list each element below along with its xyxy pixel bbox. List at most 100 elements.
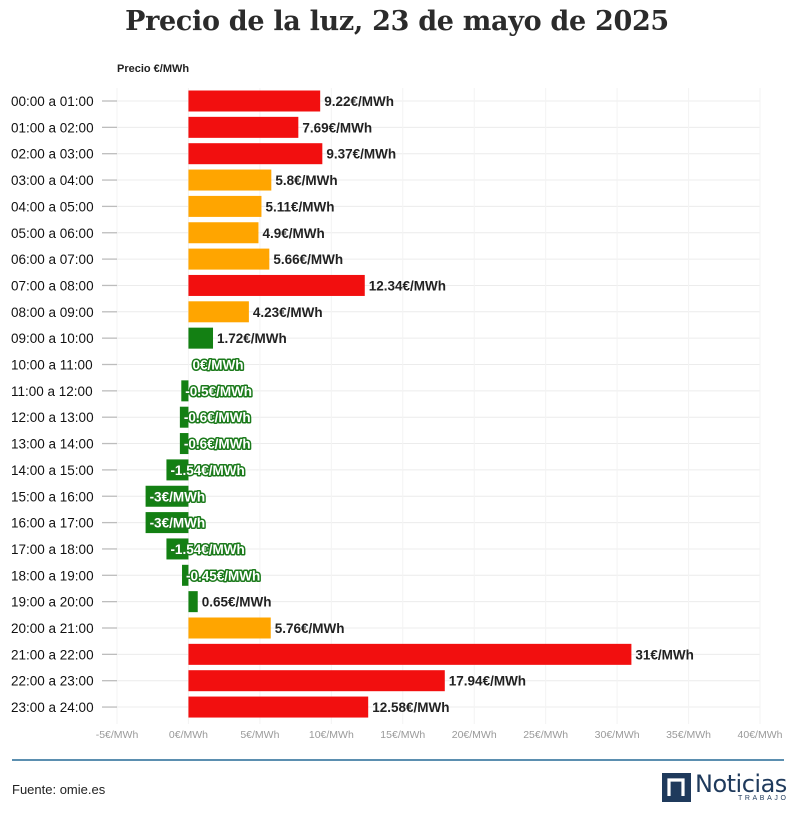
bar-rows: 00:00 a 01:00 9.22€/MWh 01:00 a 02:00 7.69€… — [11, 90, 694, 718]
bar-row: 10:00 a 11:00 0€/MWh — [11, 356, 245, 374]
bar-row: 00:00 a 01:00 9.22€/MWh — [11, 90, 394, 112]
bar-row: 13:00 a 14:00 -0.6€/MWh — [11, 433, 252, 455]
x-axis-ticks: -5€/MWh 0€/MWh 5€/MWh 10€/MWh 15€/MWh 20€/MWh… — [96, 729, 783, 741]
hour-label: 14:00 a 15:00 — [11, 463, 94, 478]
x-tick-label: 30€/MWh — [595, 729, 640, 741]
bar-row: 18:00 a 19:00 -0.45€/MWh — [11, 564, 262, 586]
hour-label: 18:00 a 19:00 — [11, 568, 94, 583]
bar-value-label: 5.8€/MWh — [275, 173, 337, 188]
bar — [188, 248, 270, 270]
bar-value-label: -0.5€/MWh — [185, 384, 252, 399]
bar — [188, 90, 321, 112]
bar-row: 03:00 a 04:00 5.8€/MWh — [11, 169, 338, 191]
bar-value-label: 9.37€/MWh — [326, 147, 396, 162]
hour-label: 20:00 a 21:00 — [11, 621, 94, 636]
x-tick-label: 35€/MWh — [666, 729, 711, 741]
bar-row: 14:00 a 15:00 -1.54€/MWh — [11, 459, 246, 481]
bar-row: 05:00 a 06:00 4.9€/MWh — [11, 222, 325, 244]
bar — [188, 222, 259, 244]
x-tick-label: -5€/MWh — [96, 729, 139, 741]
hour-label: 02:00 a 03:00 — [11, 147, 94, 162]
bar — [188, 116, 299, 138]
hour-label: 08:00 a 09:00 — [11, 305, 94, 320]
hour-label: 04:00 a 05:00 — [11, 199, 94, 214]
x-tick-label: 0€/MWh — [169, 729, 208, 741]
bar-value-label: 4.23€/MWh — [253, 305, 323, 320]
bar-row: 04:00 a 05:00 5.11€/MWh — [11, 195, 334, 217]
hour-label: 03:00 a 04:00 — [11, 173, 94, 188]
bar-value-label: -3€/MWh — [150, 516, 206, 531]
footer-divider — [12, 759, 784, 761]
brand-mark-icon — [662, 773, 691, 802]
bar — [166, 459, 189, 481]
bar-row: 01:00 a 02:00 7.69€/MWh — [11, 116, 372, 138]
bar-value-label: 12.34€/MWh — [369, 278, 446, 293]
bar — [188, 143, 323, 165]
hour-label: 17:00 a 18:00 — [11, 542, 94, 557]
bar-row: 19:00 a 20:00 0.65€/MWh — [11, 591, 272, 613]
bar-row: 08:00 a 09:00 4.23€/MWh — [11, 301, 323, 323]
bar-value-label: -0.6€/MWh — [184, 410, 251, 425]
bar-value-label: 5.76€/MWh — [275, 621, 345, 636]
bar-value-label: 0.65€/MWh — [202, 595, 272, 610]
bar — [179, 406, 189, 428]
bar-value-label: 12.58€/MWh — [372, 700, 449, 715]
hour-label: 11:00 a 12:00 — [11, 384, 93, 399]
bar-row: 22:00 a 23:00 17.94€/MWh — [11, 670, 526, 692]
bar-row: 02:00 a 03:00 9.37€/MWh — [11, 143, 396, 165]
bar-value-label: 0€/MWh — [192, 358, 243, 373]
bar — [188, 643, 632, 665]
brand-subtitle: TRABAJO — [738, 795, 789, 802]
x-tick-label: 40€/MWh — [738, 729, 783, 741]
bar-row: 07:00 a 08:00 12.34€/MWh — [11, 274, 446, 296]
bar-row: 12:00 a 13:00 -0.6€/MWh — [11, 406, 252, 428]
bar — [188, 274, 365, 296]
hour-label: 12:00 a 13:00 — [11, 410, 94, 425]
bar — [182, 564, 189, 586]
bar-value-label: -0.45€/MWh — [186, 568, 260, 583]
bar — [166, 538, 189, 560]
x-tick-label: 5€/MWh — [240, 729, 279, 741]
bar-value-label: 5.11€/MWh — [265, 199, 334, 214]
bar — [181, 380, 189, 402]
bar-row: 21:00 a 22:00 31€/MWh — [11, 643, 694, 665]
hour-label: 21:00 a 22:00 — [11, 647, 94, 662]
bar — [188, 696, 369, 718]
bar — [179, 433, 189, 455]
bar-row: 06:00 a 07:00 5.66€/MWh — [11, 248, 343, 270]
chart-title: Precio de la luz, 23 de mayo de 2025 — [125, 6, 669, 37]
bar-value-label: -0.6€/MWh — [184, 437, 251, 452]
hour-label: 15:00 a 16:00 — [11, 489, 94, 504]
bar — [188, 195, 262, 217]
bar-value-label: 17.94€/MWh — [449, 674, 526, 689]
bar — [188, 169, 272, 191]
bar-value-label: 7.69€/MWh — [302, 120, 372, 135]
bar — [188, 591, 198, 613]
hour-label: 01:00 a 02:00 — [11, 120, 94, 135]
x-tick-label: 10€/MWh — [309, 729, 354, 741]
bar-row: 17:00 a 18:00 -1.54€/MWh — [11, 538, 246, 560]
bar — [188, 327, 214, 349]
x-tick-label: 15€/MWh — [380, 729, 425, 741]
hour-label: 22:00 a 23:00 — [11, 674, 94, 689]
bar-value-label: 5.66€/MWh — [273, 252, 343, 267]
bar-value-label: 1.72€/MWh — [217, 331, 287, 346]
bar — [145, 512, 189, 534]
y-axis-label: Precio €/MWh — [117, 63, 189, 75]
bar-chart: Precio €/MWh -5€/MWh 0€/MWh 5€/MWh 10€/MWh 1… — [11, 63, 783, 741]
brand-name: Noticias — [695, 770, 787, 798]
brand-logo: Noticias TRABAJO — [662, 770, 789, 803]
hour-label: 06:00 a 07:00 — [11, 252, 94, 267]
hour-label: 07:00 a 08:00 — [11, 278, 94, 293]
hour-label: 00:00 a 01:00 — [11, 94, 94, 109]
bar — [188, 670, 445, 692]
source-note: Fuente: omie.es — [12, 782, 106, 797]
hour-label: 13:00 a 14:00 — [11, 437, 94, 452]
x-tick-label: 20€/MWh — [452, 729, 497, 741]
bar-row: 15:00 a 16:00 -3€/MWh — [11, 485, 207, 507]
hour-label: 19:00 a 20:00 — [11, 595, 94, 610]
bar — [145, 485, 189, 507]
bar — [188, 301, 249, 323]
bar-value-label: -1.54€/MWh — [170, 542, 244, 557]
bar — [188, 617, 271, 639]
